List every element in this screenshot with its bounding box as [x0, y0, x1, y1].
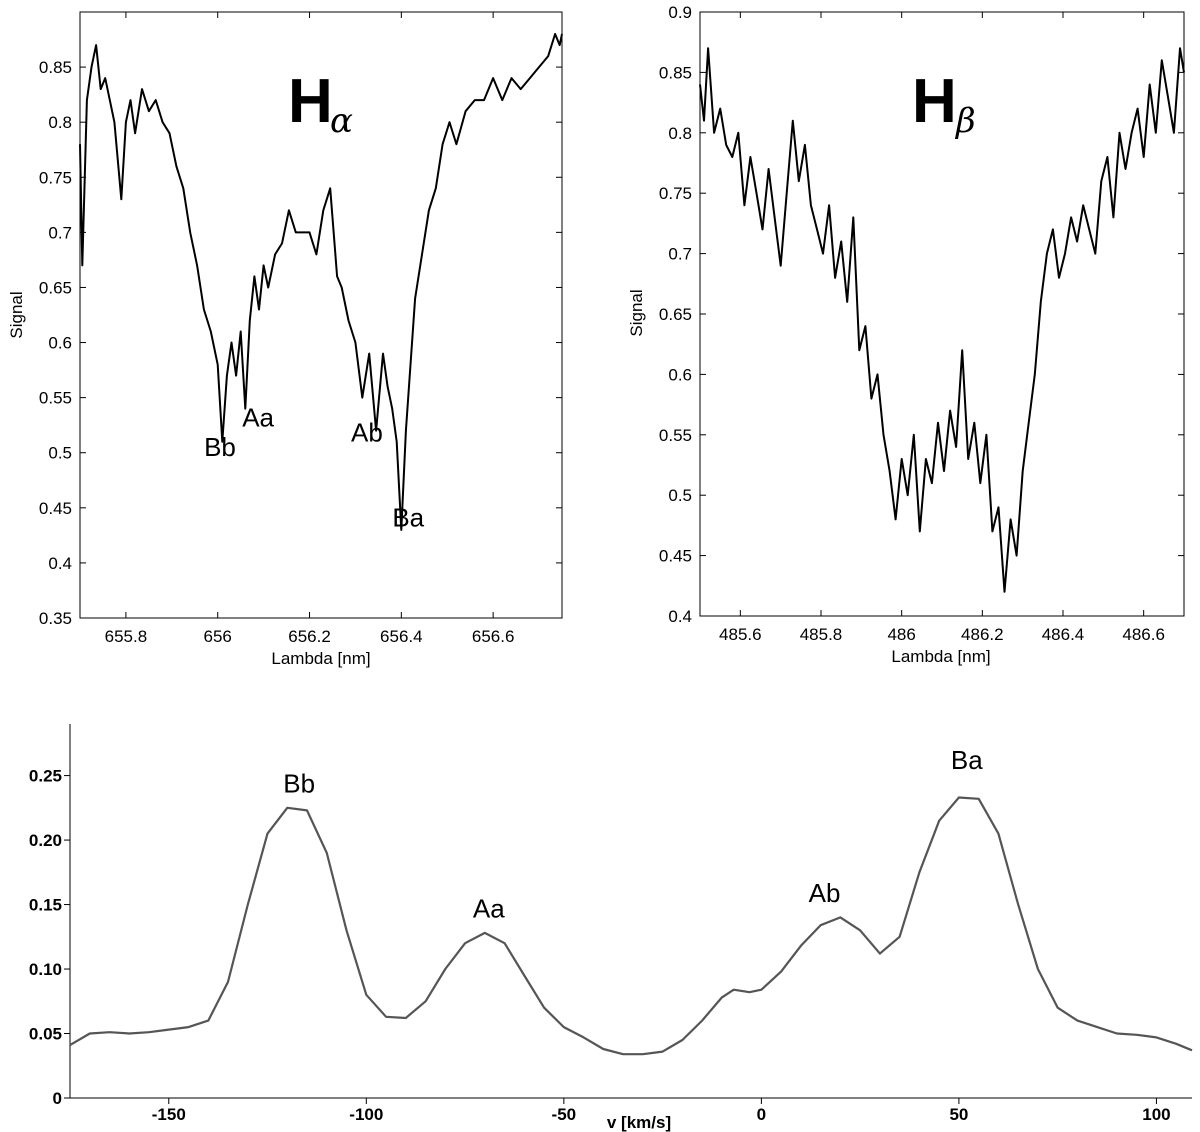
h-beta-panel: 485.6 485.8 486 486.2 486.4 486.6 0.4 0.45 0.5 0.…	[627, 3, 1185, 666]
y-tick-label: 0	[53, 1089, 62, 1108]
peak-label-ba: Ba	[392, 503, 424, 533]
y-tick-label: 0.05	[29, 1025, 62, 1044]
y-tick-label: 0.4	[668, 607, 692, 626]
y-tick-label: 0.5	[668, 486, 692, 505]
h-beta-title-subscript: β	[954, 101, 976, 141]
h-beta-title-letter: H	[912, 67, 957, 136]
x-tick-label: 50	[949, 1105, 968, 1124]
y-tick-label: 0.6	[668, 365, 692, 384]
y-tick-label: 0.45	[39, 499, 72, 518]
y-tick-label: 0.85	[659, 63, 692, 82]
velocity-profile-panel: -150 -100 -50 0 50 100 0 0.05 0.10 0.15 0.20 0.25 B…	[29, 724, 1193, 1132]
y-tick-label: 0.85	[39, 58, 72, 77]
x-tick-label: 100	[1142, 1105, 1170, 1124]
x-tick-label: 485.8	[800, 625, 843, 644]
peak-label-ab: Ab	[351, 418, 383, 448]
y-tick-label: 0.5	[48, 444, 72, 463]
y-tick-label: 0.9	[668, 3, 692, 22]
x-tick-label: 655.8	[105, 627, 148, 646]
peak-label-aa: Aa	[473, 893, 505, 923]
y-tick-label: 0.55	[659, 426, 692, 445]
h-alpha-panel: 655.8 656 656.2 656.4 656.6 0.35 0.4 0.45 0.5 0.5…	[7, 11, 563, 668]
x-tick-label: 656.4	[380, 627, 423, 646]
h-alpha-x-axis-label: Lambda [nm]	[271, 649, 370, 668]
y-tick-label: 0.20	[29, 831, 62, 850]
x-tick-label: 656.2	[288, 627, 331, 646]
y-tick-label: 0.7	[668, 245, 692, 264]
peak-label-bb: Bb	[283, 768, 315, 798]
peak-label-ab: Ab	[809, 878, 841, 908]
y-tick-label: 0.45	[659, 547, 692, 566]
y-tick-label: 0.4	[48, 554, 72, 573]
y-tick-label: 0.10	[29, 960, 62, 979]
x-tick-label: 485.6	[719, 625, 762, 644]
h-alpha-title-letter: H	[288, 67, 333, 136]
x-tick-label: 486.4	[1042, 625, 1085, 644]
x-tick-label: 486	[887, 625, 915, 644]
y-tick-label: 0.8	[668, 124, 692, 143]
peak-label-aa: Aa	[242, 402, 274, 432]
h-alpha-title-subscript: α	[330, 101, 353, 141]
x-tick-label: 486.2	[961, 625, 1004, 644]
velocity-x-axis-label: v [km/s]	[607, 1113, 671, 1132]
x-tick-label: 0	[757, 1105, 766, 1124]
y-tick-label: 0.65	[659, 305, 692, 324]
y-tick-label: 0.65	[39, 278, 72, 297]
h-alpha-y-axis-label: Signal	[7, 291, 26, 338]
h-beta-ticks: 485.6 485.8 486 486.2 486.4 486.6 0.4 0.45 0.5 0.…	[659, 3, 1184, 644]
h-alpha-spectrum-line	[79, 33, 563, 531]
peak-label-ba: Ba	[951, 745, 983, 775]
x-tick-label: 486.6	[1122, 625, 1165, 644]
y-tick-label: 0.35	[39, 609, 72, 628]
y-tick-label: 0.15	[29, 896, 62, 915]
y-tick-label: 0.8	[48, 113, 72, 132]
x-tick-label: 656.6	[472, 627, 515, 646]
y-tick-label: 0.75	[659, 184, 692, 203]
y-tick-label: 0.6	[48, 334, 72, 353]
x-tick-label: 656	[204, 627, 232, 646]
peak-label-bb: Bb	[204, 432, 236, 462]
y-tick-label: 0.75	[39, 168, 72, 187]
y-tick-label: 0.25	[29, 767, 62, 786]
velocity-peak-labels: Bb Aa Ab Ba	[283, 745, 983, 923]
h-alpha-plot-frame	[79, 11, 563, 619]
h-beta-y-axis-label: Signal	[627, 289, 646, 336]
velocity-profile-line	[69, 796, 1193, 1056]
velocity-ticks: -150 -100 -50 0 50 100 0 0.05 0.10 0.15 0.20 0.25	[29, 767, 1171, 1124]
h-alpha-ticks: 655.8 656 656.2 656.4 656.6 0.35 0.4 0.45 0.5 0.5…	[39, 12, 562, 646]
y-tick-label: 0.7	[48, 223, 72, 242]
x-tick-label: -100	[349, 1105, 383, 1124]
y-tick-label: 0.55	[39, 389, 72, 408]
x-tick-label: -50	[552, 1105, 577, 1124]
h-beta-spectrum-line	[699, 47, 1185, 593]
h-beta-x-axis-label: Lambda [nm]	[891, 647, 990, 666]
x-tick-label: -150	[152, 1105, 186, 1124]
